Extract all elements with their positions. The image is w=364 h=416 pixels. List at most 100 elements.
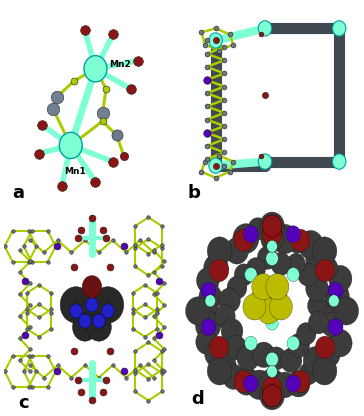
Circle shape [332,154,346,169]
Circle shape [92,287,124,323]
Circle shape [266,251,278,265]
Circle shape [303,347,328,374]
Circle shape [272,224,297,254]
Circle shape [266,316,278,330]
Circle shape [245,336,257,350]
Circle shape [207,237,232,265]
Circle shape [287,267,300,282]
Circle shape [70,304,82,318]
Circle shape [261,226,283,252]
Circle shape [237,345,260,371]
Circle shape [60,287,92,323]
Circle shape [93,314,105,328]
Circle shape [210,240,231,264]
Circle shape [267,365,277,378]
Circle shape [221,319,243,344]
Circle shape [195,311,221,340]
Circle shape [209,33,222,48]
Circle shape [328,319,343,336]
Circle shape [205,342,226,366]
Circle shape [262,223,282,245]
Circle shape [286,375,301,392]
Circle shape [274,372,296,398]
Circle shape [225,238,249,264]
Circle shape [234,367,259,395]
Circle shape [267,240,277,253]
Circle shape [233,224,259,253]
Circle shape [269,294,292,320]
Circle shape [186,297,210,325]
Circle shape [225,335,247,360]
Circle shape [203,254,228,282]
Circle shape [271,253,291,275]
Circle shape [234,371,253,393]
Text: b: b [187,184,200,202]
Circle shape [321,312,343,337]
Circle shape [215,305,235,328]
Circle shape [312,357,337,385]
Circle shape [246,370,272,399]
Circle shape [306,275,328,301]
Circle shape [316,340,340,368]
Circle shape [315,336,335,358]
Circle shape [290,371,310,393]
Circle shape [264,284,287,310]
Circle shape [102,304,114,318]
Circle shape [260,381,284,410]
Circle shape [298,230,323,259]
Circle shape [244,226,258,243]
Circle shape [245,267,257,282]
Circle shape [209,260,229,282]
Circle shape [246,258,266,280]
Circle shape [287,230,307,253]
Circle shape [214,352,236,377]
Circle shape [260,212,284,240]
Circle shape [318,257,338,280]
Circle shape [325,282,349,310]
Circle shape [266,288,278,302]
Circle shape [86,298,98,312]
Circle shape [82,276,102,298]
Circle shape [308,311,328,334]
Circle shape [209,336,229,358]
Circle shape [59,132,82,158]
Circle shape [266,274,289,300]
Circle shape [328,282,343,299]
Circle shape [87,313,111,341]
Circle shape [299,362,318,385]
Circle shape [201,319,216,336]
Circle shape [227,276,247,299]
Circle shape [250,288,273,314]
Circle shape [262,385,282,407]
Circle shape [329,265,352,292]
Circle shape [321,297,346,325]
Circle shape [296,322,316,345]
Text: d: d [191,390,203,408]
Circle shape [218,288,240,313]
Circle shape [248,218,268,240]
Circle shape [84,56,107,82]
Circle shape [257,298,280,324]
Circle shape [72,313,97,341]
Circle shape [312,237,337,265]
Circle shape [287,253,305,274]
Circle shape [76,301,108,337]
Circle shape [257,246,277,270]
Circle shape [258,21,272,36]
Circle shape [287,336,300,350]
Circle shape [79,314,91,328]
Circle shape [222,364,245,389]
Circle shape [266,347,286,370]
Circle shape [207,357,232,385]
Circle shape [197,267,219,294]
Circle shape [199,284,222,310]
Text: Mn1: Mn1 [64,167,86,176]
Circle shape [298,263,318,286]
Circle shape [258,154,272,169]
Text: c: c [18,394,28,412]
Circle shape [329,295,339,307]
Circle shape [288,333,309,357]
Circle shape [209,158,222,173]
Circle shape [196,329,217,354]
Circle shape [201,282,216,299]
